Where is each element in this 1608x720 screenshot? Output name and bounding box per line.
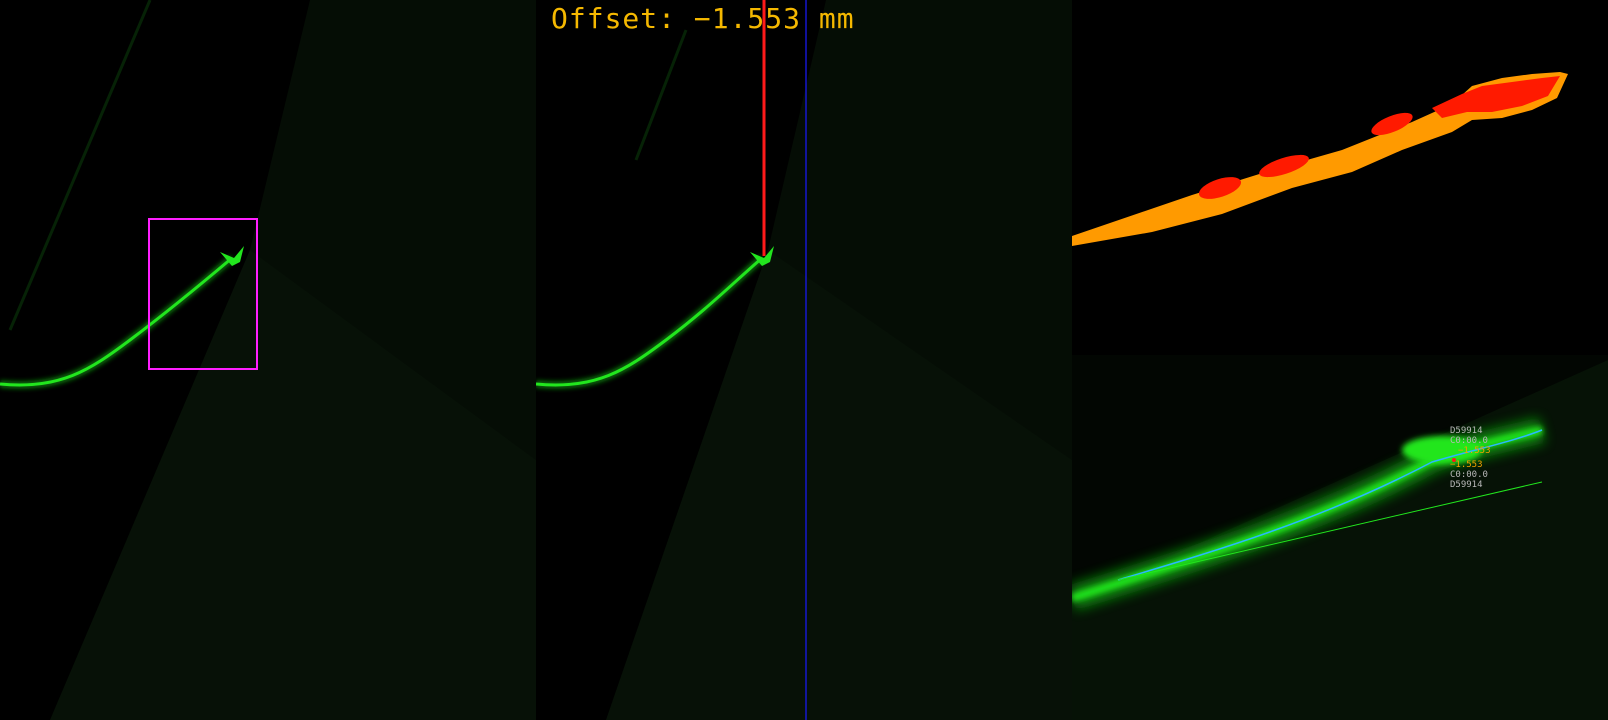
annotation-line-2: C0:00.0 <box>1450 436 1488 446</box>
analysis-view: D59914 C0:00.0 −1.553 −1.553 C0:00.0 D59… <box>1072 0 1608 720</box>
raw-camera-image <box>0 0 536 720</box>
roi-box[interactable] <box>148 218 258 370</box>
camera-view-raw <box>0 0 536 720</box>
annotation-line-3: −1.553 <box>1458 446 1491 456</box>
annotation-line-5: C0:00.0 <box>1450 470 1488 480</box>
reference-fit-line <box>1117 481 1543 581</box>
annotation-line-6: D59914 <box>1450 480 1483 490</box>
fitted-profile-line <box>1117 429 1543 581</box>
offset-readout: Offset: −1.553 mm <box>551 2 855 35</box>
measurement-camera-image <box>536 0 1072 720</box>
annotation-line-1: D59914 <box>1450 426 1483 436</box>
peak-marker <box>1452 458 1456 462</box>
annotation-line-4: −1.553 <box>1450 460 1483 470</box>
heatmap-hot-region <box>1432 76 1560 118</box>
analysis-image <box>1072 0 1608 720</box>
camera-view-measurement <box>536 0 1072 720</box>
